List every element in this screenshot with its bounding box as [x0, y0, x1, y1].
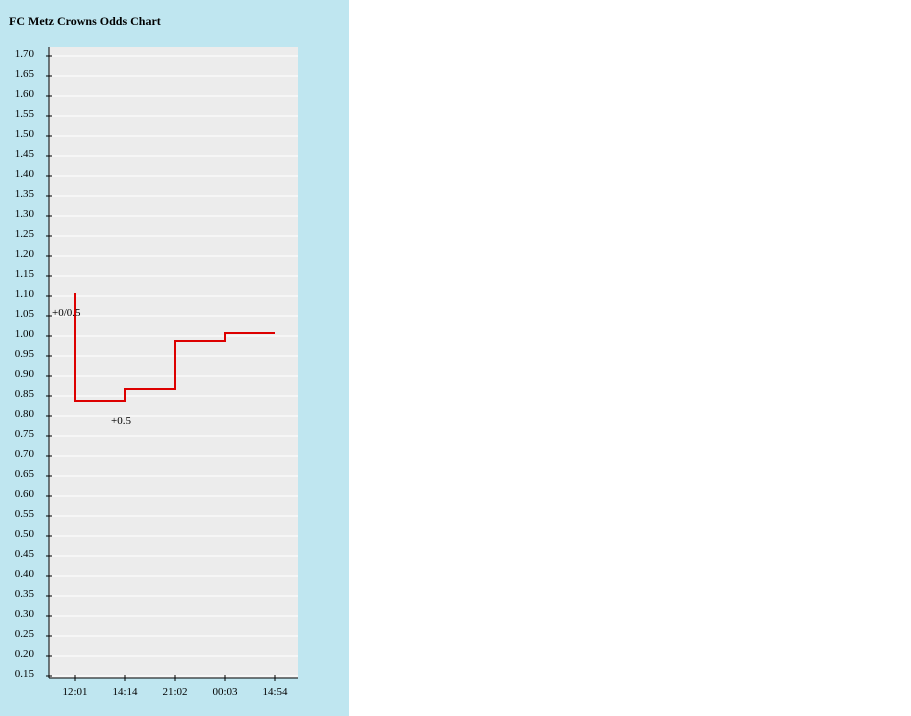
y-tick-label: 1.35	[15, 188, 35, 200]
x-tick-label: 21:02	[162, 686, 187, 698]
y-tick-label: 0.95	[15, 348, 35, 360]
axes: 0.15 0.20 0.25 0.30 0.35 0.40 0.45 0.50 0.55 0.60…	[15, 47, 298, 698]
y-tick-label: 1.40	[15, 168, 35, 180]
y-tick-label: 0.50	[15, 528, 35, 540]
y-tick-label: 1.00	[15, 328, 35, 340]
y-tick-label: 1.70	[15, 48, 35, 60]
y-tick-label: 1.60	[15, 88, 35, 100]
y-tick-label: 0.75	[15, 428, 35, 440]
y-tick-label: 0.45	[15, 548, 35, 560]
y-tick-label: 0.85	[15, 388, 35, 400]
chart-title: FC Metz Crowns Odds Chart	[9, 14, 161, 28]
x-tick-label: 14:54	[262, 686, 288, 698]
y-tick-label: 1.30	[15, 208, 35, 220]
odds-chart: 0.15 0.20 0.25 0.30 0.35 0.40 0.45 0.50 0.55 0.60…	[15, 47, 298, 698]
y-tick-label: 0.55	[15, 508, 35, 520]
odds-series-line	[74, 293, 275, 402]
y-tick-label: 1.45	[15, 148, 35, 160]
x-tick-label: 00:03	[212, 686, 238, 698]
series-layer	[74, 293, 275, 402]
y-tick-label: 1.55	[15, 108, 35, 120]
y-tick-label: 0.35	[15, 588, 35, 600]
y-tick-label: 1.05	[15, 308, 35, 320]
grid-lines	[50, 55, 298, 677]
odds-annotation: +0/0.5	[52, 307, 81, 319]
x-tick-label: 14:14	[112, 686, 138, 698]
y-tick-label: 0.40	[15, 568, 35, 580]
y-tick-label: 0.80	[15, 408, 35, 420]
y-tick-label: 0.30	[15, 608, 35, 620]
plot-area	[49, 47, 298, 678]
y-tick-label: 0.90	[15, 368, 35, 380]
annotations: +0/0.5 +0.5	[52, 307, 131, 427]
y-tick-label: 1.50	[15, 128, 35, 140]
y-tick-label: 0.20	[15, 648, 35, 660]
x-tick-label: 12:01	[62, 686, 87, 698]
y-tick-label: 0.25	[15, 628, 35, 640]
odds-annotation: +0.5	[111, 415, 131, 427]
y-tick-label: 1.15	[15, 268, 35, 280]
y-tick-label: 1.20	[15, 248, 35, 260]
y-tick-label: 0.60	[15, 488, 35, 500]
y-tick-label: 0.65	[15, 468, 35, 480]
y-tick-label: 0.15	[15, 668, 35, 680]
y-tick-label: 1.65	[15, 68, 35, 80]
y-tick-label: 1.25	[15, 228, 35, 240]
y-tick-label: 1.10	[15, 288, 35, 300]
y-tick-label: 0.70	[15, 448, 35, 460]
